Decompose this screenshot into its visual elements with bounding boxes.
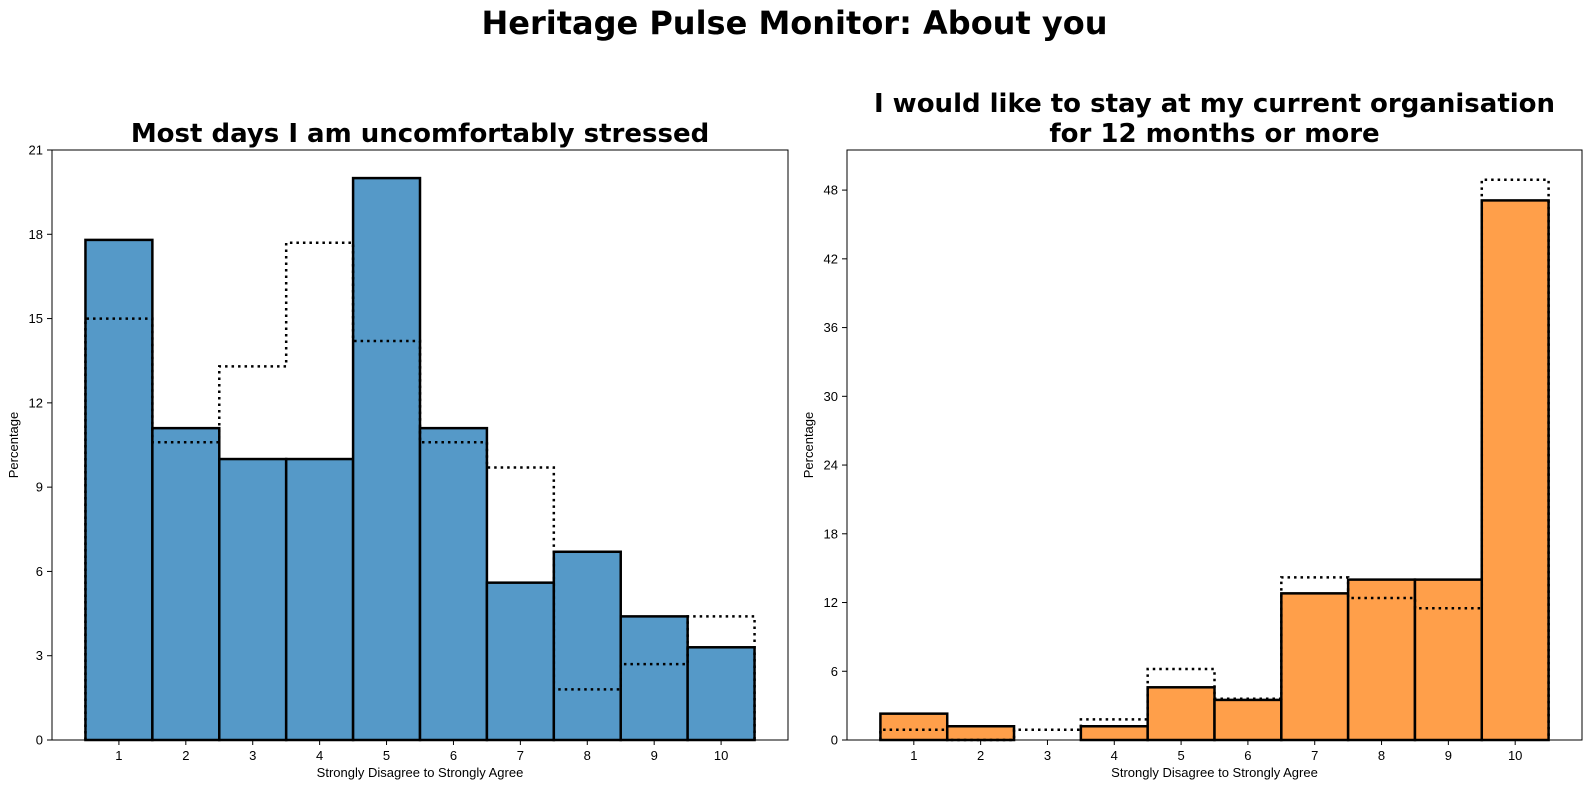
- left-xtick-label: 3: [249, 748, 256, 763]
- left-bar-1: [84, 238, 154, 742]
- left-ytick-label: 15: [29, 311, 43, 326]
- right-ytick-label: 42: [824, 251, 838, 266]
- right-bar-7: [1280, 592, 1350, 742]
- right-bar-8: [1346, 578, 1417, 742]
- left-bar-3: [218, 457, 288, 742]
- left-xtick-label: 9: [651, 748, 658, 763]
- right-xtick-label: 9: [1445, 748, 1452, 763]
- left-xtick-label: 1: [115, 748, 122, 763]
- figure-title: Heritage Pulse Monitor: About you: [481, 4, 1108, 42]
- left-bar-2: [151, 426, 221, 742]
- right-ytick-label: 18: [824, 526, 838, 541]
- right-bar-5: [1146, 686, 1216, 742]
- right-ytick-label: 36: [824, 320, 838, 335]
- right-bar-1: [879, 712, 949, 742]
- right-ytick-label: 12: [824, 595, 838, 610]
- left-ytick-label: 9: [36, 480, 43, 495]
- left-xtick-label: 8: [584, 748, 591, 763]
- left-bar-7: [485, 581, 556, 742]
- right-xtick-label: 7: [1311, 748, 1318, 763]
- left-ylabel: Percentage: [6, 412, 21, 479]
- left-xtick-label: 4: [316, 748, 323, 763]
- right-bar-4: [1079, 725, 1149, 742]
- left-xtick-label: 7: [517, 748, 524, 763]
- left-axes-frame: [51, 149, 789, 741]
- left-xlabel: Strongly Disagree to Strongly Agree: [317, 765, 524, 780]
- right-xtick-label: 5: [1177, 748, 1184, 763]
- left-xtick-label: 6: [450, 748, 457, 763]
- right-xtick-label: 1: [910, 748, 917, 763]
- left-bar-10: [686, 646, 756, 742]
- right-title-line-1: I would like to stay at my current organ…: [874, 89, 1555, 119]
- right-ytick-label: 24: [824, 458, 838, 473]
- right-ylabel: Percentage: [801, 412, 816, 479]
- right-bar-2: [945, 725, 1016, 742]
- right-title-line-2: for 12 months or more: [1049, 119, 1379, 149]
- right-ytick-label: 6: [831, 664, 838, 679]
- right-ytick-label: 48: [824, 183, 838, 198]
- left-title-line-1: Most days I am uncomfortably stressed: [131, 119, 709, 149]
- left-bar-6: [418, 426, 489, 742]
- right-ytick-label: 0: [831, 733, 838, 748]
- right-xtick-label: 4: [1111, 748, 1118, 763]
- left-ytick-label: 18: [29, 227, 43, 242]
- right-ytick-label: 30: [824, 389, 838, 404]
- left-ytick-label: 0: [36, 733, 43, 748]
- left-ytick-label: 21: [29, 143, 43, 158]
- left-xtick-label: 10: [714, 748, 728, 763]
- left-ytick-label: 3: [36, 648, 43, 663]
- right-xtick-label: 3: [1044, 748, 1051, 763]
- right-xtick-label: 10: [1508, 748, 1522, 763]
- left-bar-8: [552, 550, 622, 742]
- right-xtick-label: 8: [1378, 748, 1385, 763]
- left-xtick-label: 5: [383, 748, 390, 763]
- left-bar-4: [284, 457, 355, 742]
- right-xtick-label: 2: [977, 748, 984, 763]
- left-ytick-label: 6: [36, 564, 43, 579]
- right-bar-10: [1480, 199, 1550, 742]
- right-xtick-label: 6: [1244, 748, 1251, 763]
- left-xtick-label: 2: [182, 748, 189, 763]
- left-comparison-outline: [84, 241, 756, 740]
- right-bar-6: [1213, 698, 1283, 742]
- right-xlabel: Strongly Disagree to Strongly Agree: [1111, 765, 1318, 780]
- left-bar-5: [351, 176, 422, 742]
- right-axes-frame: [846, 149, 1583, 741]
- left-bar-9: [619, 615, 689, 742]
- right-bar-9: [1413, 578, 1484, 742]
- left-ytick-label: 12: [29, 395, 43, 410]
